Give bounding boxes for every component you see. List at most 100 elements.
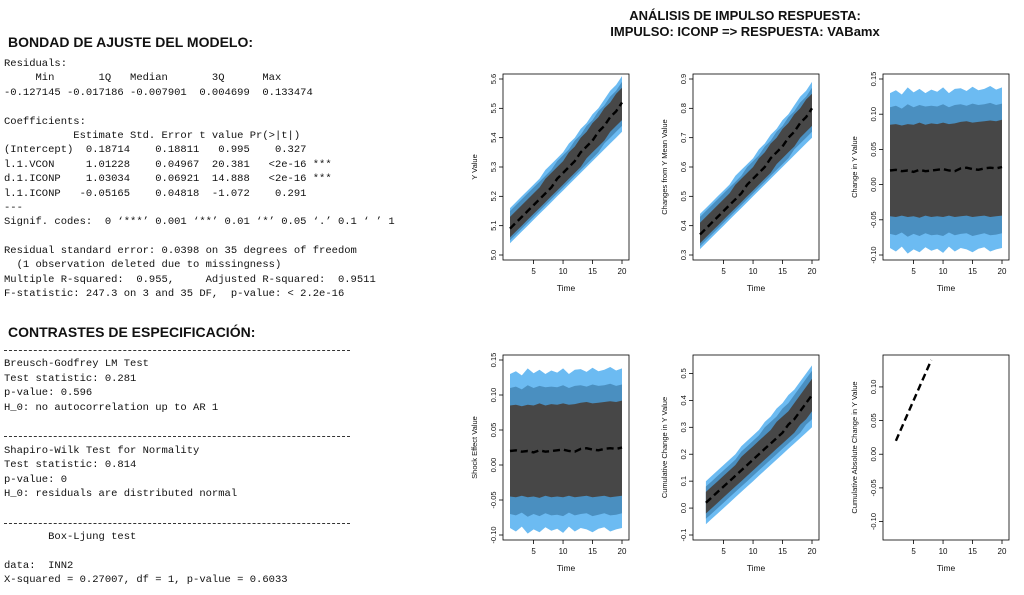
spec-line: X-squared = 0.27007, df = 1, p-value = 0… xyxy=(4,574,288,587)
fit-line: Estimate Std. Error t value Pr(>|t|) xyxy=(4,129,301,142)
fit-line: Residuals: xyxy=(4,58,68,70)
chart-panel-3: 5 10 15 20 -0.10 -0.05 0.00 0.05 0.10 0.15 Time Cha… xyxy=(850,72,1010,293)
x-tick-label: 15 xyxy=(778,547,787,556)
y-axis-label: Cumulative Change in Y Value xyxy=(660,397,669,498)
x-tick-label: 20 xyxy=(808,547,817,556)
response-line xyxy=(509,446,623,454)
fit-line: (Intercept) 0.18714 0.18811 0.995 0.327 xyxy=(4,144,307,157)
chart-panel-1: 5 10 15 20 5.0 5.1 5.2 5.3 5.4 5.5 5.6 Time Y Value xyxy=(470,73,630,293)
x-tick-label: 20 xyxy=(998,267,1007,276)
chart-panel-6: 5 10 15 20 -0.10 -0.05 0.00 0.05 0.10 Time Cumulat… xyxy=(850,354,1010,573)
x-tick-label: 5 xyxy=(911,547,916,556)
y-tick-label: 5.1 xyxy=(489,220,498,230)
x-axis-label: Time xyxy=(557,563,576,573)
response-line xyxy=(889,165,1003,174)
y-tick-label: 0.10 xyxy=(869,107,878,122)
y-tick-label: 0.10 xyxy=(489,388,498,403)
y-tick-label: -0.10 xyxy=(869,246,878,263)
y-axis-label: Changes from Y Mean Value xyxy=(660,119,669,214)
y-tick-label: 0.0 xyxy=(679,503,688,513)
fit-line: Signif. codes: 0 ‘***’ 0.001 ‘**’ 0.01 ‘… xyxy=(4,216,395,229)
fit-line: Multiple R-squared: 0.955, Adjusted R-sq… xyxy=(4,273,376,286)
y-tick-label: -0.10 xyxy=(489,526,498,543)
x-tick-label: 5 xyxy=(531,547,536,556)
y-tick-label: 0.00 xyxy=(489,458,498,473)
x-tick-label: 20 xyxy=(998,547,1007,556)
spec-line: H_0: no autocorrelation up to AR 1 xyxy=(4,401,219,414)
charts-title-line-2: IMPULSO: ICONP => RESPUESTA: VABamx xyxy=(610,24,880,39)
y-tick-label: 0.7 xyxy=(679,132,688,142)
chart-panel-4: 5 10 15 20 -0.10 -0.05 0.00 0.05 0.10 0.15 Time Sho… xyxy=(470,353,630,573)
y-tick-label: 0.4 xyxy=(679,220,688,230)
y-axis-label: Shock Effect Value xyxy=(470,416,479,479)
x-tick-label: 10 xyxy=(559,547,568,556)
spec-line: Breusch-Godfrey LM Test xyxy=(4,358,149,371)
regression-output: Residuals: Min 1Q Median 3Q Max -0.127145… xyxy=(4,57,395,302)
plot-frame xyxy=(882,73,1010,261)
fit-line: F-statistic: 247.3 on 3 and 35 DF, p-val… xyxy=(4,288,345,301)
y-tick-label: -0.10 xyxy=(869,513,878,530)
x-tick-label: 15 xyxy=(588,547,597,556)
y-tick-label: 0.6 xyxy=(679,162,688,172)
fit-line: Min 1Q Median 3Q Max xyxy=(4,72,282,85)
specification-tests-output: Breusch-Godfrey LM Test Test statistic: 0… xyxy=(4,343,350,588)
fit-line: l.1.VCON 1.01228 0.04967 20.381 <2e-16 *… xyxy=(4,158,332,171)
response-line xyxy=(699,107,813,236)
fit-line: d.1.ICONP 1.03034 0.06921 14.888 <2e-16 … xyxy=(4,173,332,186)
fit-line: -0.127145 -0.017186 -0.007901 0.004699 0… xyxy=(4,86,313,99)
x-axis-label: Time xyxy=(937,283,956,293)
x-tick-label: 10 xyxy=(749,547,758,556)
y-tick-label: 0.15 xyxy=(489,353,498,368)
x-tick-label: 10 xyxy=(749,267,758,276)
spec-line: data: INN2 xyxy=(4,559,74,572)
y-tick-label: 0.00 xyxy=(869,177,878,192)
spec-line: Test statistic: 0.814 xyxy=(4,459,137,472)
y-tick-label: 0.05 xyxy=(869,413,878,428)
fit-line: --- xyxy=(4,201,23,214)
y-tick-label: 0.1 xyxy=(679,476,688,486)
chart-panel-2: 5 10 15 20 0.3 0.4 0.5 0.6 0.7 0.8 0.9 Time Changes … xyxy=(660,73,820,293)
y-tick-label: 0.05 xyxy=(489,423,498,438)
x-axis-label: Time xyxy=(747,563,766,573)
spec-line: p-value: 0 xyxy=(4,473,68,486)
y-tick-label: -0.1 xyxy=(679,529,688,542)
spec-line: Box-Ljung test xyxy=(4,531,137,544)
y-tick-label: 0.00 xyxy=(869,447,878,462)
y-tick-label: 0.05 xyxy=(869,142,878,157)
chart-panel-5: 5 10 15 20 -0.1 0.0 0.1 0.2 0.3 0.4 0.5 Time Cumulat… xyxy=(660,354,820,573)
spec-line xyxy=(4,429,350,443)
plot-frame xyxy=(692,354,820,541)
y-tick-label: 0.15 xyxy=(869,72,878,87)
y-tick-label: 5.5 xyxy=(489,103,498,113)
plot-frame xyxy=(502,354,630,541)
spec-line: p-value: 0.596 xyxy=(4,387,93,400)
plot-frame xyxy=(882,354,1010,541)
spec-line xyxy=(4,343,350,357)
y-tick-label: 5.3 xyxy=(489,162,498,172)
charts-title-line-1: ANÁLISIS DE IMPULSO RESPUESTA: xyxy=(629,8,861,23)
spec-heading: CONTRASTES DE ESPECIFICACIÓN: xyxy=(8,324,256,340)
x-tick-label: 10 xyxy=(939,267,948,276)
inner-band xyxy=(700,93,812,244)
y-axis-label: Change in Y Value xyxy=(850,136,859,198)
spec-line: Test statistic: 0.281 xyxy=(4,372,137,385)
x-tick-label: 15 xyxy=(968,267,977,276)
y-tick-label: 0.2 xyxy=(679,449,688,459)
x-tick-label: 5 xyxy=(721,547,726,556)
y-tick-label: 0.8 xyxy=(679,103,688,113)
y-tick-label: 5.0 xyxy=(489,250,498,260)
inner-band xyxy=(510,87,622,238)
x-axis-label: Time xyxy=(937,563,956,573)
fit-line: Residual standard error: 0.0398 on 35 de… xyxy=(4,245,357,258)
x-tick-label: 15 xyxy=(968,547,977,556)
y-tick-label: -0.05 xyxy=(869,479,878,496)
x-tick-label: 5 xyxy=(721,267,726,276)
x-tick-label: 15 xyxy=(778,267,787,276)
x-tick-label: 5 xyxy=(911,267,916,276)
y-tick-label: 0.5 xyxy=(679,368,688,378)
x-tick-label: 20 xyxy=(808,267,817,276)
response-line xyxy=(509,101,623,230)
y-tick-label: 0.3 xyxy=(679,422,688,432)
y-tick-label: 0.4 xyxy=(679,395,688,405)
